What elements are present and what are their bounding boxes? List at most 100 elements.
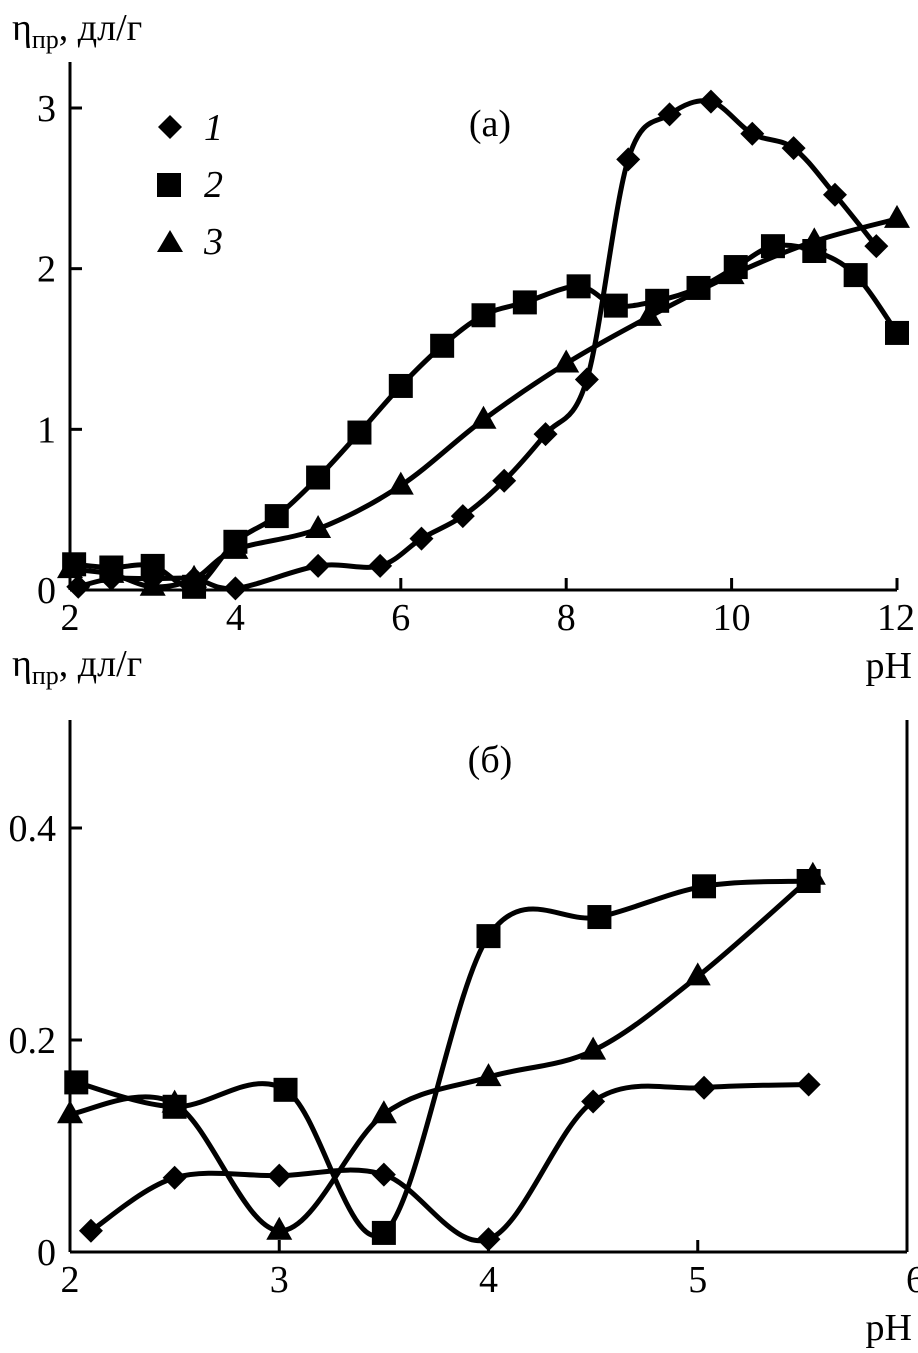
series-3-line <box>67 216 900 590</box>
panel-b: ηпр, дл/г (б) pH 2 3 4 5 6 0 0.2 0.4 <box>9 643 918 1349</box>
panel-a-x-axis-label: pH <box>866 645 912 687</box>
series-3-point <box>305 514 332 538</box>
series-3-point <box>799 861 826 885</box>
series-2-point <box>476 924 501 949</box>
series-1 <box>66 89 889 601</box>
series-2-point <box>471 303 496 328</box>
legend-marker-diamond <box>158 115 182 139</box>
panel-b-y-ticks: 0 0.2 0.4 <box>9 808 82 1274</box>
series-2-point <box>885 320 909 345</box>
series-1-point <box>409 526 434 551</box>
series-2-line <box>73 878 812 1239</box>
y-tick-label: 0.4 <box>9 808 57 850</box>
series-3-point <box>470 405 497 429</box>
series-2-point <box>264 504 289 529</box>
series-3-point <box>181 564 208 588</box>
x-tick-label: 12 <box>877 597 915 639</box>
series-1-point <box>371 1162 396 1187</box>
series-3-point <box>222 535 249 559</box>
series-3-point <box>884 204 910 228</box>
x-tick-label: 2 <box>61 1259 80 1301</box>
series-3-point <box>57 1100 83 1124</box>
panel-a-series <box>57 89 910 601</box>
series-1-point <box>162 1165 187 1190</box>
series-2-point <box>306 465 331 490</box>
panel-b-y-axis-label: ηпр, дл/г <box>12 643 142 690</box>
series-2-point <box>64 1070 89 1095</box>
series-3-point <box>370 1100 397 1124</box>
series-3-point <box>139 572 166 596</box>
series-1-point <box>796 1072 821 1097</box>
y-tick-label: 3 <box>37 88 56 130</box>
series-1-point <box>781 136 806 161</box>
series-3-point <box>684 962 711 986</box>
x-tick-label: 2 <box>61 597 80 639</box>
series-1-point <box>267 1163 292 1188</box>
y-tick-label: 0.2 <box>9 1020 57 1062</box>
series-1-point <box>740 121 765 146</box>
legend-item-3: 3 <box>157 221 223 263</box>
series-3-point <box>161 1089 188 1113</box>
series-1-point <box>78 1218 103 1243</box>
series-1-point <box>574 367 599 392</box>
legend-label-1: 1 <box>204 107 223 149</box>
panel-b-x-axis-label: pH <box>866 1307 912 1349</box>
series-3-point <box>387 471 414 495</box>
legend-item-1: 1 <box>158 107 223 149</box>
series-2-point <box>512 290 537 315</box>
series-2-point <box>430 333 455 358</box>
y-tick-label: 0 <box>37 1232 56 1274</box>
legend-label-3: 3 <box>203 221 223 263</box>
series-1-point <box>368 553 393 578</box>
x-tick-label: 3 <box>270 1259 289 1301</box>
series-1-point <box>306 553 331 578</box>
series-1 <box>78 1072 821 1252</box>
x-tick-label: 8 <box>557 597 576 639</box>
series-1-point <box>692 1075 717 1100</box>
series-3-point <box>718 261 745 285</box>
series-3-point <box>553 349 580 373</box>
legend-marker-triangle <box>157 230 183 252</box>
series-3-point <box>57 555 83 579</box>
y-tick-label: 1 <box>37 409 56 451</box>
series-1-point <box>616 147 641 172</box>
series-1-line <box>75 98 879 592</box>
panel-a-y-axis-label: ηпр, дл/г <box>12 7 142 54</box>
series-3 <box>57 204 910 596</box>
series-1-line <box>88 1082 812 1244</box>
x-tick-label: 6 <box>391 597 410 639</box>
panel-a-label: (a) <box>469 103 511 145</box>
series-1-point <box>822 182 847 207</box>
legend-marker-square <box>157 173 181 197</box>
series-3-point <box>266 1216 293 1240</box>
x-tick-label: 4 <box>479 1259 498 1301</box>
series-2-point <box>843 263 868 288</box>
series-1-point <box>657 102 682 127</box>
series-1-point <box>66 574 91 599</box>
series-1-point <box>533 422 558 447</box>
series-2-point <box>566 274 591 299</box>
series-3-point <box>580 1036 607 1060</box>
legend: 1 2 3 <box>157 107 223 263</box>
y-tick-label: 0 <box>37 570 56 612</box>
series-3-point <box>635 302 662 326</box>
series-2 <box>64 869 821 1245</box>
series-3-point <box>475 1063 502 1087</box>
series-3-point <box>98 559 125 583</box>
series-1-point <box>223 576 248 601</box>
series-1-point <box>450 504 475 529</box>
panel-b-x-ticks: 2 3 4 5 6 <box>61 1240 918 1301</box>
panel-b-series <box>57 861 826 1252</box>
panel-a-y-ticks: 0 1 2 3 <box>37 88 82 612</box>
series-2-point <box>347 420 372 445</box>
series-1-point <box>864 234 889 259</box>
x-tick-label: 4 <box>226 597 245 639</box>
series-3 <box>57 861 826 1240</box>
y-tick-label: 2 <box>37 249 56 291</box>
series-1-point <box>581 1089 606 1114</box>
x-tick-label: 10 <box>713 597 751 639</box>
series-2-point <box>371 1220 396 1245</box>
series-2-point <box>603 293 628 318</box>
